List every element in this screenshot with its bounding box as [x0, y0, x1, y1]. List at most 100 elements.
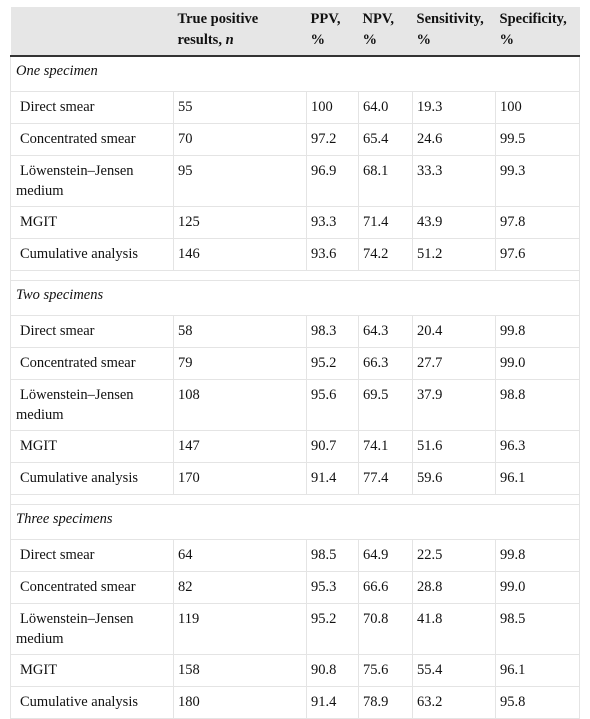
- cell-tp: 79: [173, 347, 307, 380]
- row-label: Direct smear: [10, 91, 174, 124]
- row-label: Concentrated smear: [10, 123, 174, 156]
- cell-tp: 58: [173, 315, 307, 348]
- cell-tp: 70: [173, 123, 307, 156]
- table-body: One specimen Direct smear 55 100 64.0 19.3 100…: [10, 55, 580, 719]
- cell-spec: 99.0: [495, 347, 580, 380]
- header-cell-ppv: PPV, %: [306, 7, 359, 57]
- section-header-row: Three specimens: [10, 504, 580, 540]
- table-row: Direct smear 64 98.5 64.9 22.5 99.8: [10, 539, 580, 572]
- cell-spec: 99.0: [495, 571, 580, 604]
- cell-ppv: 98.5: [306, 539, 359, 572]
- table-row: Concentrated smear 79 95.2 66.3 27.7 99.0: [10, 347, 580, 380]
- cell-npv: 69.5: [358, 379, 413, 431]
- row-label: Concentrated smear: [10, 571, 174, 604]
- cell-ppv: 91.4: [306, 686, 359, 719]
- cell-npv: 68.1: [358, 155, 413, 207]
- row-label: Direct smear: [10, 539, 174, 572]
- header-cell-method: [10, 7, 174, 57]
- cell-sens: 51.6: [412, 430, 496, 463]
- row-label: Löwenstein–Jensen medium: [10, 379, 174, 431]
- cell-npv: 65.4: [358, 123, 413, 156]
- row-label: Cumulative analysis: [10, 686, 174, 719]
- cell-ppv: 90.7: [306, 430, 359, 463]
- cell-spec: 96.1: [495, 462, 580, 495]
- cell-ppv: 95.3: [306, 571, 359, 604]
- cell-npv: 74.2: [358, 238, 413, 271]
- table-row: Löwenstein–Jensen medium 119 95.2 70.8 41.8 9…: [10, 603, 580, 655]
- header-cell-sensitivity: Sensitivity, %: [412, 7, 496, 57]
- cell-sens: 59.6: [412, 462, 496, 495]
- row-label: Concentrated smear: [10, 347, 174, 380]
- cell-sens: 55.4: [412, 654, 496, 687]
- cell-npv: 70.8: [358, 603, 413, 655]
- cell-npv: 78.9: [358, 686, 413, 719]
- row-label: Cumulative analysis: [10, 462, 174, 495]
- section-spacer: [10, 494, 580, 505]
- table-row: Concentrated smear 82 95.3 66.6 28.8 99.0: [10, 571, 580, 604]
- cell-sens: 51.2: [412, 238, 496, 271]
- cell-ppv: 100: [306, 91, 359, 124]
- table-row: Direct smear 58 98.3 64.3 20.4 99.8: [10, 315, 580, 348]
- cell-spec: 98.8: [495, 379, 580, 431]
- table-row: Löwenstein–Jensen medium 95 96.9 68.1 33.3 99…: [10, 155, 580, 207]
- row-label: MGIT: [10, 654, 174, 687]
- cell-tp: 82: [173, 571, 307, 604]
- section-header-row: Two specimens: [10, 280, 580, 316]
- cell-npv: 74.1: [358, 430, 413, 463]
- spacer-cell: [10, 494, 580, 505]
- row-label: Löwenstein–Jensen medium: [10, 155, 174, 207]
- cell-tp: 95: [173, 155, 307, 207]
- cell-tp: 119: [173, 603, 307, 655]
- cell-npv: 64.0: [358, 91, 413, 124]
- cell-ppv: 97.2: [306, 123, 359, 156]
- cell-spec: 100: [495, 91, 580, 124]
- section-header-row: One specimen: [10, 55, 580, 92]
- cell-spec: 95.8: [495, 686, 580, 719]
- cell-sens: 28.8: [412, 571, 496, 604]
- cell-spec: 99.5: [495, 123, 580, 156]
- cell-ppv: 95.2: [306, 603, 359, 655]
- cell-ppv: 93.6: [306, 238, 359, 271]
- table-row: MGIT 125 93.3 71.4 43.9 97.8: [10, 206, 580, 239]
- cell-spec: 99.3: [495, 155, 580, 207]
- table-header: True positive results, n PPV, % NPV, % S…: [10, 7, 580, 57]
- cell-sens: 19.3: [412, 91, 496, 124]
- cell-npv: 64.9: [358, 539, 413, 572]
- header-cell-specificity: Specificity, %: [495, 7, 580, 57]
- section-title: One specimen: [10, 55, 580, 92]
- cell-tp: 147: [173, 430, 307, 463]
- row-label: MGIT: [10, 430, 174, 463]
- section-title: Two specimens: [10, 280, 580, 316]
- header-cell-true-positive: True positive results, n: [173, 7, 307, 57]
- cell-npv: 66.6: [358, 571, 413, 604]
- cell-npv: 64.3: [358, 315, 413, 348]
- table-row: Cumulative analysis 146 93.6 74.2 51.2 97.6: [10, 238, 580, 271]
- cell-tp: 108: [173, 379, 307, 431]
- cell-tp: 158: [173, 654, 307, 687]
- cell-ppv: 96.9: [306, 155, 359, 207]
- cell-spec: 99.8: [495, 539, 580, 572]
- cell-tp: 180: [173, 686, 307, 719]
- cell-sens: 63.2: [412, 686, 496, 719]
- cell-spec: 96.1: [495, 654, 580, 687]
- cell-tp: 170: [173, 462, 307, 495]
- cell-tp: 125: [173, 206, 307, 239]
- cell-ppv: 90.8: [306, 654, 359, 687]
- cell-sens: 27.7: [412, 347, 496, 380]
- cell-npv: 75.6: [358, 654, 413, 687]
- cell-spec: 96.3: [495, 430, 580, 463]
- cell-sens: 33.3: [412, 155, 496, 207]
- cell-npv: 66.3: [358, 347, 413, 380]
- cell-npv: 77.4: [358, 462, 413, 495]
- table-row: MGIT 147 90.7 74.1 51.6 96.3: [10, 430, 580, 463]
- header-row: True positive results, n PPV, % NPV, % S…: [10, 7, 580, 57]
- results-table: True positive results, n PPV, % NPV, % S…: [10, 7, 580, 719]
- section-title: Three specimens: [10, 504, 580, 540]
- cell-spec: 98.5: [495, 603, 580, 655]
- row-label: Cumulative analysis: [10, 238, 174, 271]
- cell-tp: 55: [173, 91, 307, 124]
- table-row: Direct smear 55 100 64.0 19.3 100: [10, 91, 580, 124]
- header-cell-npv: NPV, %: [358, 7, 413, 57]
- cell-spec: 99.8: [495, 315, 580, 348]
- row-label: Löwenstein–Jensen medium: [10, 603, 174, 655]
